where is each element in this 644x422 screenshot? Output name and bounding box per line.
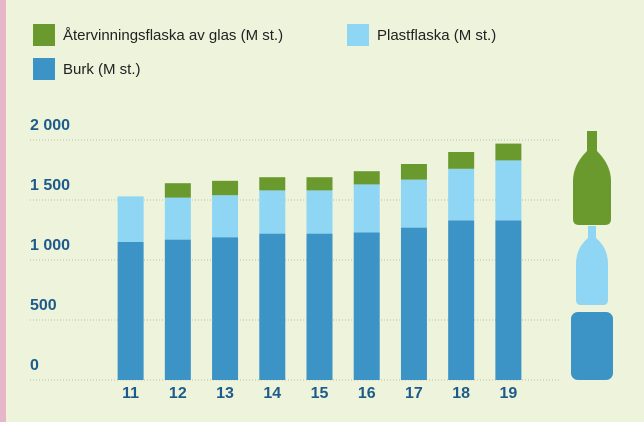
chart: Burk (M st.) Plastflaska (M st.) Återvinni… — [0, 0, 644, 422]
side-strip — [0, 0, 6, 422]
y-tick-label: 1 500 — [30, 177, 70, 194]
bar-segment — [212, 181, 238, 195]
y-tick-label: 1 000 — [30, 237, 70, 254]
bar-segment — [401, 180, 427, 228]
bar-segment — [165, 183, 191, 197]
bar-segment — [212, 237, 238, 380]
y-tick-label: 500 — [30, 297, 57, 314]
x-tick-label: 18 — [452, 385, 470, 402]
y-tick-label: 0 — [30, 357, 39, 374]
bar-segment — [495, 160, 521, 220]
bar-segment — [495, 220, 521, 380]
x-tick-label: 11 — [122, 385, 139, 402]
bar-segment — [212, 195, 238, 237]
x-tick-label: 14 — [263, 385, 281, 402]
bar-segment — [401, 228, 427, 380]
x-tick-label: 19 — [499, 385, 517, 402]
bar-segment — [307, 177, 333, 190]
bar-segment — [118, 196, 144, 242]
bar-segment — [259, 190, 285, 233]
legend-label: Återvinningsflaska av glas (M st.) — [63, 27, 283, 44]
bottle-icons — [571, 131, 613, 380]
legend-swatch — [33, 58, 55, 80]
bar-segment — [354, 171, 380, 184]
y-tick-label: 2 000 — [30, 117, 70, 134]
legend-swatch — [347, 24, 369, 46]
x-tick-label: 13 — [216, 385, 234, 402]
legend-swatch — [33, 24, 55, 46]
legend-label: Burk (M st.) — [63, 61, 141, 78]
legend-label: Plastflaska (M st.) — [377, 27, 496, 44]
bar-segment — [448, 152, 474, 169]
bar-segment — [307, 234, 333, 380]
x-tick-label: 12 — [169, 385, 187, 402]
bar-segment — [495, 144, 521, 161]
bar-segment — [448, 169, 474, 221]
page: {"chart_data": {"type": "stacked-bar", "… — [0, 0, 644, 422]
bar-segment — [259, 234, 285, 380]
x-tick-label: 17 — [405, 385, 423, 402]
can-icon — [571, 312, 613, 380]
bar-segment — [259, 177, 285, 190]
bar-segment — [307, 190, 333, 233]
x-tick-label: 16 — [358, 385, 376, 402]
bar-segment — [448, 220, 474, 380]
bar-segment — [165, 198, 191, 240]
bar-segment — [165, 240, 191, 380]
x-tick-label: 15 — [311, 385, 329, 402]
bar-segment — [401, 164, 427, 180]
bar-segment — [118, 242, 144, 380]
bar-segment — [354, 232, 380, 380]
bar-segment — [354, 184, 380, 232]
